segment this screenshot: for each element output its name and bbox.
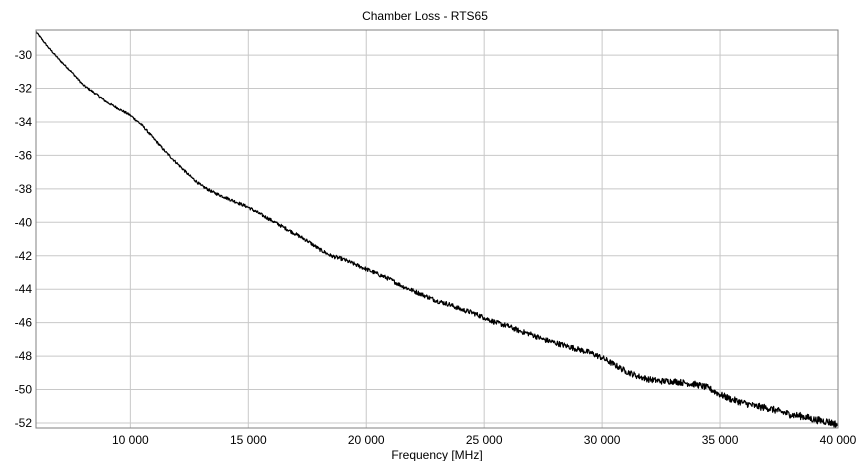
y-tick-label: -32 (15, 82, 33, 96)
x-tick-label: 35 000 (702, 433, 739, 447)
y-tick-label: -46 (15, 316, 33, 330)
y-axis: -30 -32 -34 -36 -38 -40 -42 -44 -46 -48 -50 -52 (15, 48, 33, 430)
y-tick-label: -38 (15, 182, 33, 196)
y-tick-label: -42 (15, 249, 33, 263)
x-tick-label: 20 000 (348, 433, 385, 447)
plot-area (36, 30, 838, 428)
y-tick-label: -34 (15, 115, 33, 129)
y-tick-label: -36 (15, 148, 33, 162)
plot-frame (35, 29, 839, 429)
x-tick-label: 10 000 (112, 433, 149, 447)
x-tick-label: 40 000 (820, 433, 857, 447)
y-tick-label: -52 (15, 416, 33, 430)
x-axis: 10 000 15 000 20 000 25 000 30 000 35 000 40 0… (112, 433, 857, 447)
x-axis-label: Frequency [MHz] (391, 448, 482, 461)
x-tick-label: 15 000 (230, 433, 267, 447)
series-layer (35, 31, 839, 429)
grid-lines (36, 30, 839, 428)
x-tick-label: 25 000 (466, 433, 503, 447)
y-tick-label: -48 (15, 349, 33, 363)
y-tick-label: -50 (15, 383, 33, 397)
series-line (35, 31, 839, 429)
y-tick-label: -44 (15, 282, 33, 296)
y-tick-label: -30 (15, 48, 33, 62)
x-tick-label: 30 000 (584, 433, 621, 447)
y-tick-label: -40 (15, 215, 33, 229)
chart-title: Chamber Loss - RTS65 (362, 9, 488, 23)
